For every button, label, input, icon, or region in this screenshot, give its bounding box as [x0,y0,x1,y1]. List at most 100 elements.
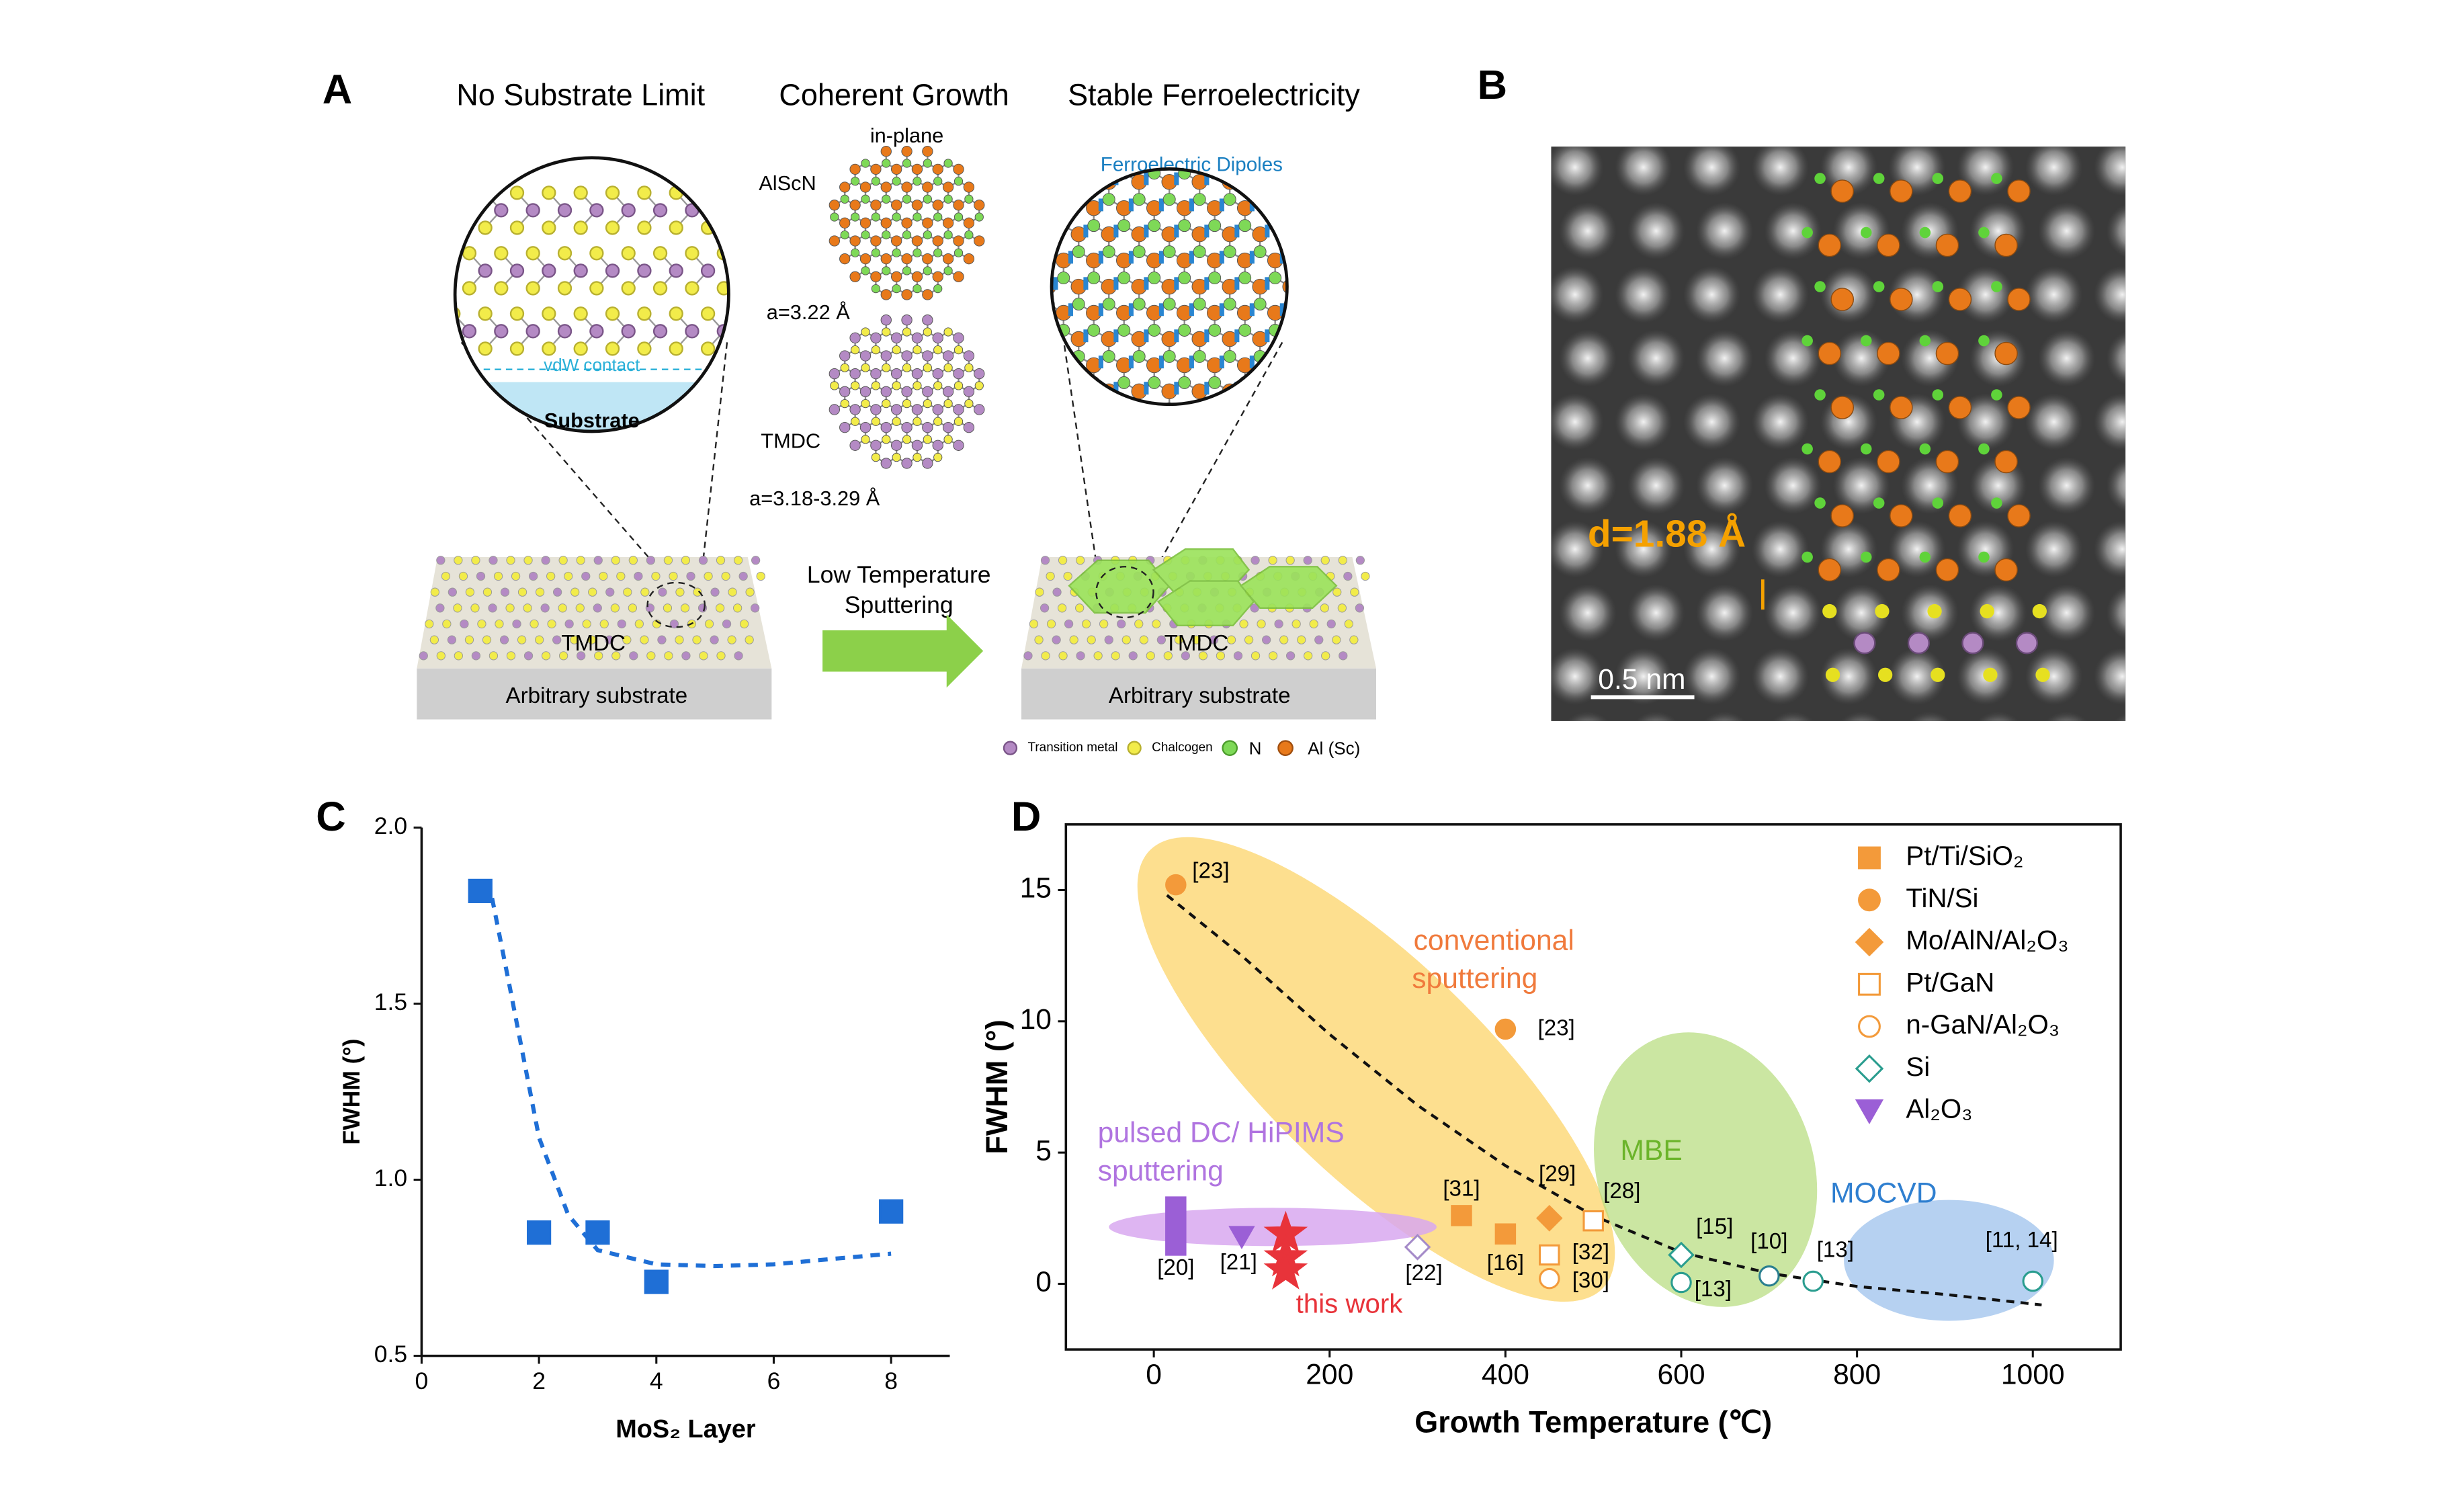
atom [1332,587,1342,597]
atom [558,603,567,613]
atom [588,587,597,597]
atom [963,181,975,193]
atom [911,332,923,344]
n-atom [1814,281,1826,292]
atom [1072,298,1085,310]
atom [605,635,614,644]
atom [509,306,525,321]
atom-column [1695,584,1754,642]
point-label: [29] [1539,1162,1576,1187]
dipole [1113,277,1119,290]
atom [1027,324,1040,336]
bond [1290,304,1305,313]
n-atom [1860,226,1872,239]
atom [669,220,683,235]
atom [880,181,892,193]
atom [882,159,891,168]
atom [859,181,872,193]
atom [476,571,486,581]
al-atom [1830,396,1855,419]
dipole [1098,303,1103,317]
atom [685,246,700,261]
atom [882,266,891,276]
dipole [1113,382,1119,395]
atom [1117,271,1131,285]
atom [693,587,702,597]
atom [902,398,912,409]
atom [557,203,573,218]
atom [1344,619,1353,629]
atom [964,230,974,240]
dipole [1159,408,1164,421]
dipole [1098,355,1103,369]
atom [646,651,656,661]
atom [1102,245,1115,259]
atom [733,221,746,234]
dipole [1144,172,1149,185]
dipole [1083,172,1089,185]
atom [901,421,913,433]
atom [733,556,743,565]
marker [1404,1233,1431,1261]
bond [1033,252,1048,261]
atom [1162,298,1176,310]
atom [963,421,975,433]
slab-front [417,668,772,720]
atom [882,194,891,204]
x-tick-label: 4 [650,1368,663,1394]
atom [739,619,749,629]
atom [749,325,762,337]
slab-front [1021,668,1377,720]
zoom-line [460,341,677,590]
atom [850,417,860,426]
atom [663,603,673,613]
atom [871,417,881,426]
al-atom [1994,450,2018,474]
atom [1041,651,1050,661]
atom [749,204,762,216]
marker [1668,1241,1695,1269]
dipole [1265,224,1270,238]
bond [1109,409,1124,417]
chalcogen [2035,667,2050,682]
atom [1133,141,1145,153]
atom [500,587,510,597]
atom-column [1683,146,1741,196]
atom [902,327,912,337]
atom [589,324,604,339]
heading: No Substrate Limit [456,78,705,112]
legend-text: Al (Sc) [1308,738,1360,758]
atom [913,248,922,257]
bond [1290,330,1305,339]
atom [509,185,525,200]
dipole [1083,224,1089,238]
atom [892,452,901,462]
al-atom [1935,558,1959,582]
bond [455,192,470,211]
atom [605,306,620,321]
atom [932,163,943,175]
atom-column [1764,456,1822,515]
atom [1069,635,1078,644]
atom-column [1559,584,1617,642]
atom [1117,324,1131,337]
atom-column [1627,329,1685,387]
atom [558,651,568,661]
dipole [1129,408,1134,421]
atom [871,177,881,186]
atom [542,220,556,235]
atom [1121,635,1131,644]
atom [599,619,609,629]
dipole [1128,198,1134,212]
atom [477,619,486,629]
atom [892,417,901,426]
atom [1111,651,1120,661]
atom [1058,556,1068,565]
atom [669,306,683,321]
atom [1117,219,1131,233]
atom [861,435,870,444]
dipole [1279,198,1285,212]
x-tick-label: 600 [1657,1359,1705,1391]
atom [454,556,463,565]
atom [1162,402,1176,405]
